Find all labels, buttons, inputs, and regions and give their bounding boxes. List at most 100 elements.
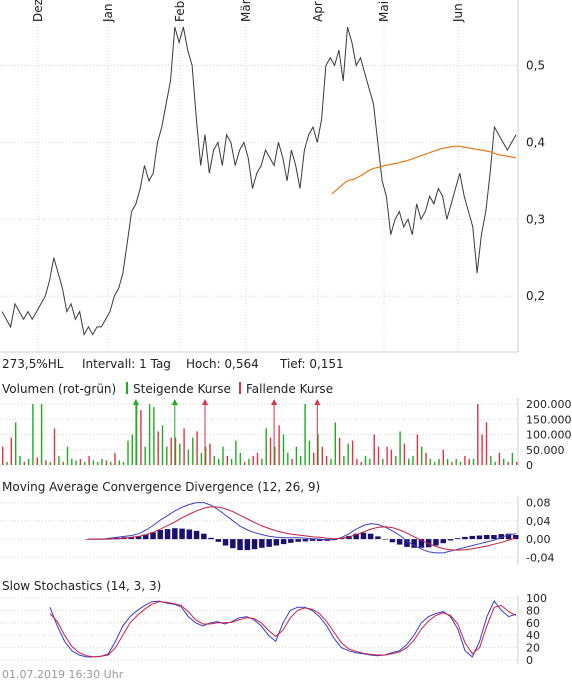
month-label-0: Dez — [31, 0, 45, 22]
macd-panel: Moving Average Convergence Divergence (1… — [0, 480, 554, 565]
volume-bar — [209, 443, 211, 465]
volume-bar — [274, 446, 276, 465]
volume-y-ticks: 200.000 150.000 100.000 50.000 0 — [526, 398, 572, 472]
volume-bar — [377, 446, 380, 465]
volume-bar — [468, 458, 470, 465]
macd-histogram-bar — [157, 530, 163, 540]
month-labels: Dez Jan Feb Mär Apr Mai Jun — [31, 0, 465, 23]
volume-bar — [252, 455, 254, 465]
price-y-tick-1: 0,4 — [526, 135, 545, 149]
volume-bar — [442, 449, 444, 466]
volume-panel: Volumen (rot-grün) Steigende Kurse Falle… — [0, 382, 572, 472]
macd-grid — [0, 502, 518, 558]
volume-title: Volumen (rot-grün) — [2, 382, 116, 396]
volume-bar — [265, 428, 267, 465]
macd-histogram-bar — [186, 529, 193, 540]
volume-bar — [118, 460, 120, 465]
macd-y-ticks: 0,08 0,04 0,00 -0,04 — [526, 497, 554, 565]
volume-bar — [183, 428, 185, 465]
volume-bar — [425, 452, 427, 465]
volume-bar — [338, 437, 341, 465]
volume-bar — [192, 437, 194, 465]
macd-histogram-bar — [375, 536, 381, 540]
macd-histogram-bar — [143, 534, 149, 540]
price-y-tick-3: 0,2 — [526, 289, 545, 303]
macd-histogram-bar — [411, 539, 417, 548]
macd-y-tick-2: 0,00 — [526, 533, 551, 546]
legend-up-label: Steigende Kurse — [133, 382, 231, 396]
volume-bar — [226, 455, 228, 465]
volume-bar — [433, 461, 436, 465]
volume-bar — [256, 452, 259, 465]
macd-histogram-bar — [447, 539, 454, 541]
volume-bar — [334, 422, 336, 465]
volume-bar — [278, 425, 280, 465]
volume-bar — [308, 440, 311, 465]
timestamp-footer: 01.07.2019 16:30 Uhr — [2, 668, 124, 681]
macd-histogram-bar — [382, 539, 388, 540]
volume-bar — [49, 461, 51, 465]
volume-bar — [153, 407, 155, 465]
macd-histogram-bar — [259, 539, 265, 548]
macd-histogram-bar — [491, 535, 497, 540]
volume-y-tick-2: 100.000 — [526, 429, 572, 442]
macd-lines — [88, 502, 517, 554]
macd-y-tick-3: -0,04 — [526, 551, 554, 564]
volume-bar — [304, 404, 306, 465]
volume-bar — [45, 460, 47, 465]
info-line: 273,5%HL Intervall: 1 Tag Hoch: 0,564 Ti… — [2, 357, 344, 371]
volume-bar — [88, 455, 90, 465]
macd-histogram-bar — [302, 539, 309, 542]
price-grid — [0, 0, 518, 352]
volume-bar — [317, 434, 319, 465]
macd-histogram-bar — [469, 535, 475, 540]
volume-markers — [132, 399, 321, 465]
volume-bar — [235, 440, 237, 465]
volume-bar — [282, 434, 285, 465]
volume-bar — [15, 422, 17, 465]
volume-bar — [140, 410, 142, 465]
volume-bar — [507, 461, 509, 465]
volume-bar — [300, 455, 302, 465]
volume-bar — [386, 446, 388, 465]
macd-histogram-bar — [85, 539, 91, 540]
volume-bar — [261, 458, 263, 465]
info-high: Hoch: 0,564 — [186, 357, 259, 371]
macd-histogram-bar — [360, 532, 367, 540]
volume-bar — [321, 446, 323, 465]
macd-histogram-bar — [222, 539, 229, 546]
macd-histogram-bar — [433, 539, 439, 546]
macd-histogram-bar — [208, 537, 214, 540]
volume-bar — [343, 455, 345, 465]
stoch-y-tick-0: 100 — [526, 592, 547, 605]
volume-bar — [429, 458, 431, 465]
volume-bar — [19, 455, 21, 465]
volume-bar — [451, 461, 453, 465]
volume-marker-arrow-4 — [314, 399, 321, 405]
volume-y-tick-0: 200.000 — [526, 398, 572, 411]
volume-bar — [157, 431, 159, 465]
volume-bar — [347, 443, 349, 465]
volume-bar — [287, 452, 289, 465]
macd-histogram-bar — [404, 539, 410, 547]
month-label-3: Mär — [239, 0, 253, 22]
macd-histogram-bar — [244, 539, 251, 551]
price-y-tick-0: 0,5 — [526, 59, 545, 73]
volume-bar — [71, 458, 73, 465]
volume-bar — [382, 458, 384, 465]
volume-bar — [455, 458, 457, 465]
volume-bar — [131, 434, 133, 465]
macd-histogram-bar — [266, 539, 272, 547]
volume-bars — [2, 404, 518, 466]
macd-histogram-bar — [498, 534, 504, 540]
macd-histogram-bar — [440, 539, 446, 544]
volume-bar — [101, 458, 103, 465]
stoch-d-line — [49, 601, 517, 658]
macd-histogram-bar — [135, 536, 142, 540]
volume-bar — [75, 460, 77, 465]
stoch-y-tick-2: 60 — [526, 617, 540, 630]
volume-bar — [390, 449, 393, 466]
volume-bar — [161, 425, 164, 465]
macd-histogram-bar — [164, 529, 171, 540]
